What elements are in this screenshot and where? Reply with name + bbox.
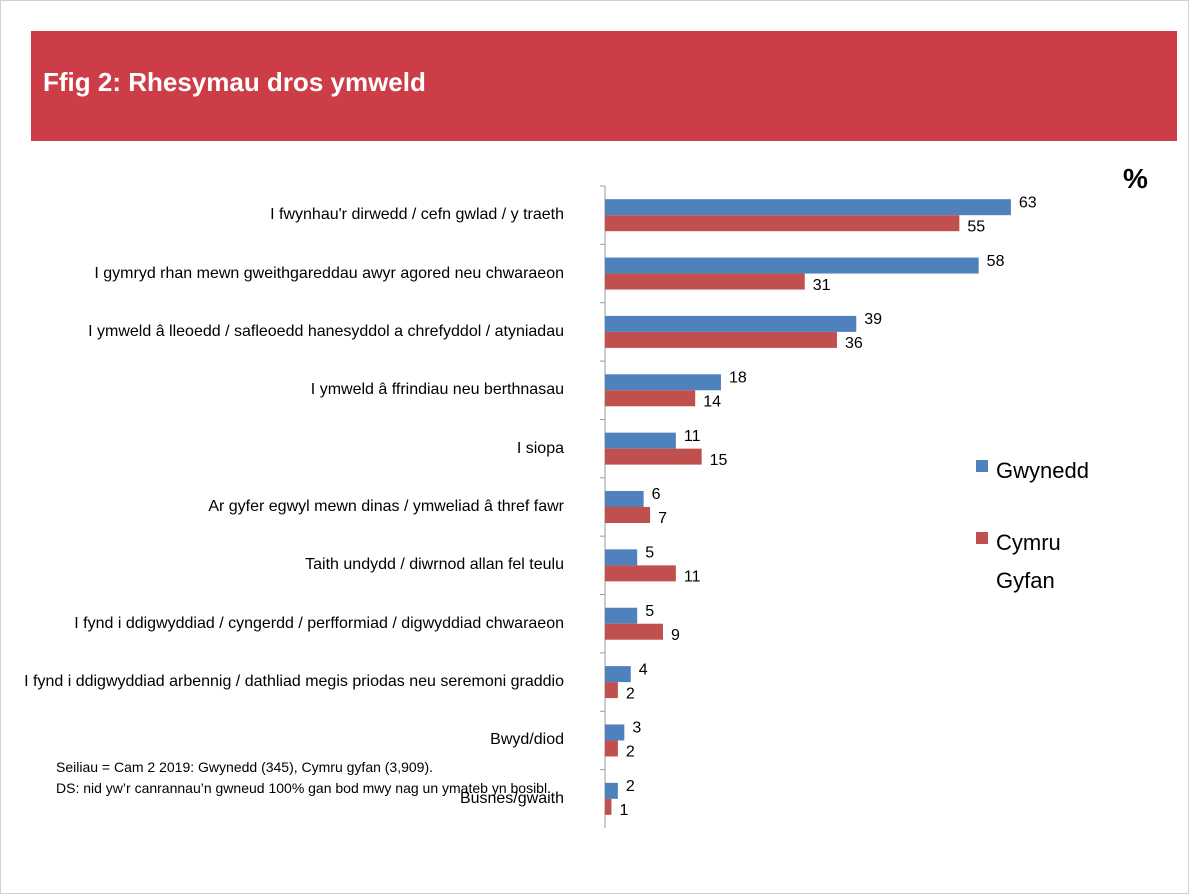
value-label: 36 — [845, 335, 863, 352]
unit-label: % — [1123, 163, 1148, 194]
value-label: 1 — [619, 802, 628, 819]
legend-label: Cymru Gyfan — [996, 530, 1061, 593]
note: Seiliau = Cam 2 2019: Gwynedd (345), Cym… — [56, 759, 434, 775]
value-label: 9 — [671, 627, 680, 644]
value-label: 55 — [967, 218, 985, 235]
bar — [605, 740, 618, 757]
value-label: 11 — [684, 428, 701, 445]
legend-swatch — [976, 460, 988, 472]
bar — [605, 257, 979, 274]
value-label: 18 — [729, 369, 747, 386]
value-label: 2 — [626, 778, 635, 795]
bar — [605, 215, 960, 232]
bar — [605, 432, 676, 449]
value-label: 4 — [639, 661, 648, 678]
bar — [605, 565, 676, 582]
category-label: Bwyd/diod — [490, 731, 564, 749]
bar — [605, 682, 618, 699]
category-label: I fynd i ddigwyddiad arbennig / dathliad… — [24, 673, 564, 691]
value-label: 58 — [987, 253, 1005, 270]
bar — [605, 374, 721, 391]
bar — [605, 782, 618, 799]
bar — [605, 666, 631, 683]
value-label: 39 — [864, 311, 882, 328]
category-label: I ymweld â lleoedd / safleoedd hanesyddo… — [88, 322, 564, 340]
legend-swatch — [976, 532, 988, 544]
bar — [605, 623, 663, 640]
value-label: 63 — [1019, 194, 1037, 211]
bar — [605, 507, 651, 523]
category-label: I fynd i ddigwyddiad / cyngerdd / perffo… — [74, 614, 564, 632]
value-label: 5 — [645, 603, 654, 620]
category-label: Ar gyfer egwyl mewn dinas / ymweliad â t… — [208, 498, 564, 515]
value-label: 11 — [684, 569, 701, 586]
bar — [605, 315, 857, 332]
category-label: Busnes/gwaith — [459, 789, 564, 807]
bar — [605, 199, 1011, 216]
bar — [605, 273, 805, 290]
bar — [605, 448, 702, 465]
category-label: I ymweld â ffrindiau neu berthnasau — [310, 381, 564, 399]
category-label: I fwynhau'r dirwedd / cefn gwlad / y tra… — [270, 206, 564, 224]
bar — [605, 607, 638, 624]
bar — [605, 724, 625, 741]
value-label: 14 — [703, 393, 721, 410]
bar — [605, 491, 644, 507]
value-label: 5 — [645, 545, 654, 562]
category-label: Taith undydd / diwrnod allan fel teulu — [305, 556, 564, 574]
value-label: 7 — [658, 510, 667, 527]
value-label: 15 — [710, 452, 728, 469]
value-label: 3 — [632, 720, 641, 737]
header-band — [31, 31, 1177, 141]
bar — [605, 798, 612, 815]
category-label: I siopa — [516, 439, 564, 457]
value-label: 2 — [626, 685, 635, 702]
bar — [605, 331, 837, 348]
value-label: 6 — [652, 486, 661, 503]
chart-title: Ffig 2: Rhesymau dros ymweld — [43, 67, 426, 97]
note: DS: nid yw’r canrannau’n gwneud 100% gan… — [56, 780, 551, 796]
bar — [605, 549, 638, 566]
bar — [605, 390, 696, 407]
value-label: 31 — [813, 277, 831, 294]
value-label: 2 — [626, 744, 635, 761]
category-label: I gymryd rhan mewn gweithgareddau awyr a… — [94, 264, 564, 282]
legend-label: Gwynedd — [996, 458, 1089, 483]
